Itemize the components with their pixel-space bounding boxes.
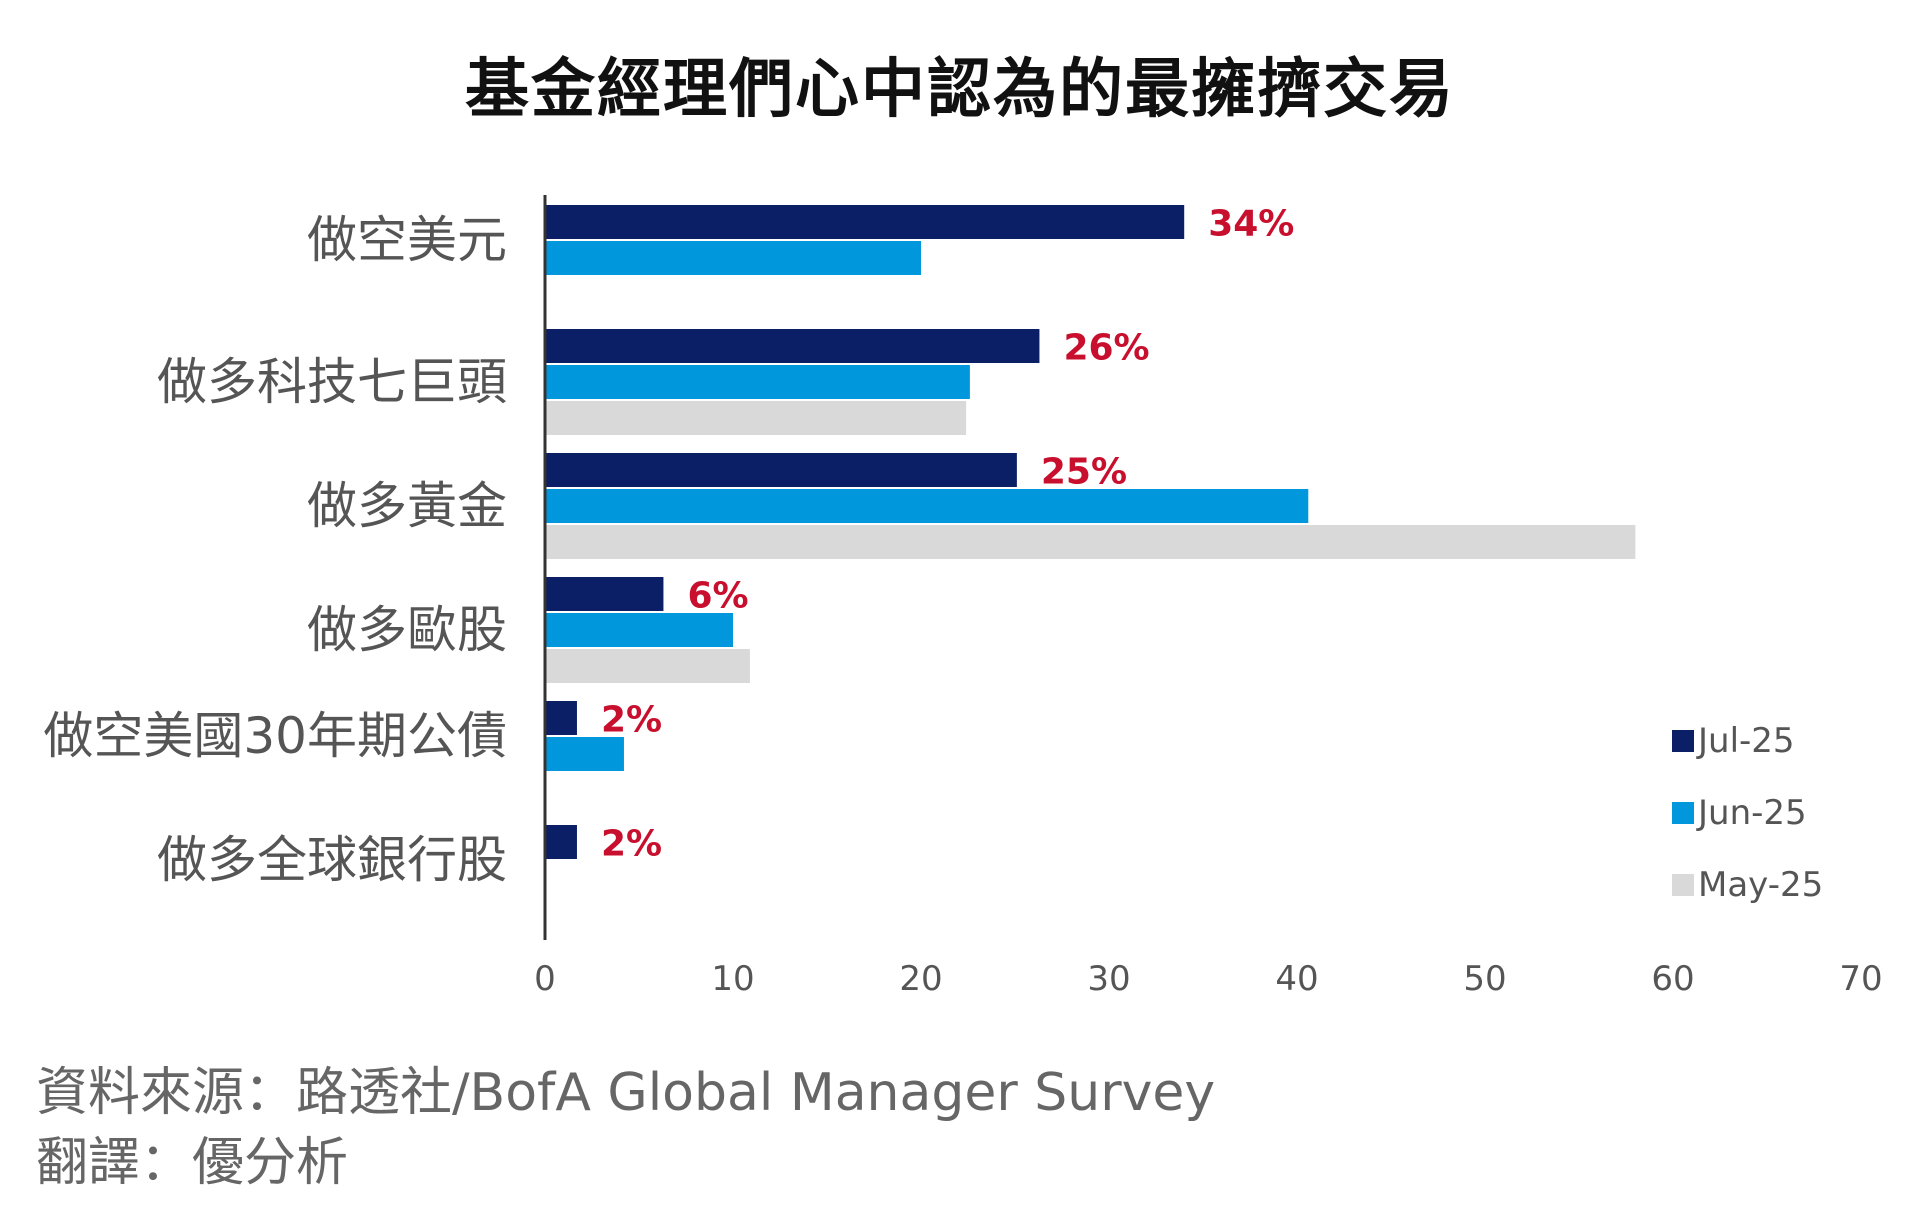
x-tick-label-6: 60 <box>1651 959 1694 999</box>
x-tick-label-1: 10 <box>711 959 754 999</box>
bar-jul-25-0 <box>545 205 1185 239</box>
x-tick-label-7: 70 <box>1839 959 1882 999</box>
bar-may-25-2 <box>545 525 1636 559</box>
category-label-5: 做多全球銀行股 <box>157 831 507 889</box>
translation-note: 翻譯：優分析 <box>36 1133 349 1193</box>
x-tick-label-5: 50 <box>1463 959 1506 999</box>
bar-may-25-1 <box>545 401 967 435</box>
x-tick-label-4: 40 <box>1275 959 1318 999</box>
data-label-5: 2% <box>601 824 662 865</box>
data-label-2: 25% <box>1041 452 1127 493</box>
data-label-0: 34% <box>1208 204 1294 245</box>
category-label-4: 做空美國30年期公債 <box>43 707 507 765</box>
bar-jun-25-4 <box>545 737 624 771</box>
bar-jul-25-2 <box>545 453 1017 487</box>
bar-jul-25-1 <box>545 329 1040 363</box>
x-tick-label-3: 30 <box>1087 959 1130 999</box>
bar-jun-25-1 <box>545 365 970 399</box>
x-tick-label-2: 20 <box>899 959 942 999</box>
legend-label-may-25: May-25 <box>1698 865 1823 905</box>
category-label-1: 做多科技七巨頭 <box>157 353 507 411</box>
legend-swatch-jun-25 <box>1672 802 1694 824</box>
data-label-3: 6% <box>687 576 748 617</box>
category-label-3: 做多歐股 <box>307 601 507 659</box>
legend-swatch-may-25 <box>1672 874 1694 896</box>
bar-may-25-3 <box>545 649 750 683</box>
chart-title: 基金經理們心中認為的最擁擠交易 <box>465 53 1455 127</box>
data-label-1: 26% <box>1063 328 1149 369</box>
data-label-4: 2% <box>601 700 662 741</box>
category-label-2: 做多黃金 <box>307 477 507 535</box>
source-note: 資料來源：路透社/BofA Global Manager Survey <box>36 1063 1216 1123</box>
bar-jul-25-3 <box>545 577 664 611</box>
category-label-0: 做空美元 <box>307 211 507 269</box>
bar-jul-25-5 <box>545 825 577 859</box>
legend-swatch-jul-25 <box>1672 730 1694 752</box>
legend-label-jul-25: Jul-25 <box>1696 721 1795 761</box>
x-tick-label-0: 0 <box>534 959 556 999</box>
bar-jun-25-0 <box>545 241 921 275</box>
bar-jul-25-4 <box>545 701 577 735</box>
bar-jun-25-3 <box>545 613 733 647</box>
bar-jun-25-2 <box>545 489 1309 523</box>
legend-label-jun-25: Jun-25 <box>1696 793 1807 833</box>
